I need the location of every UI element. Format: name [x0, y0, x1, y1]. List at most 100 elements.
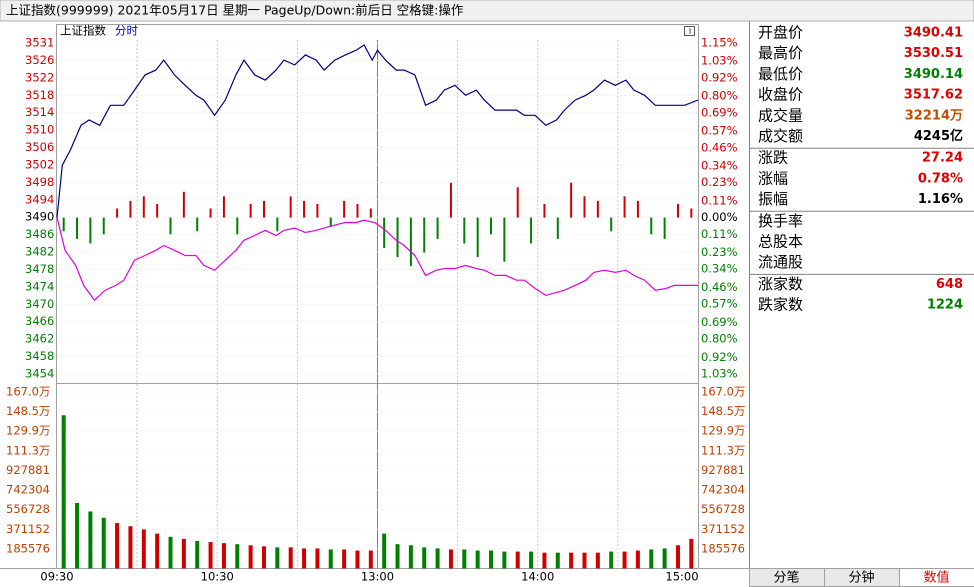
- volume-bar: [622, 551, 627, 569]
- volume-bar: [288, 547, 293, 569]
- volume-bar: [408, 545, 413, 569]
- volume-bar: [662, 548, 667, 569]
- volume-tick-label: 111.3万: [701, 443, 745, 457]
- strength-bar: [383, 217, 386, 248]
- y-tick-label: 3454: [25, 367, 54, 381]
- volume-bar: [569, 552, 574, 569]
- volume-bar: [88, 511, 93, 569]
- y-tick-label: 3531: [25, 36, 54, 50]
- y-tick-label: 3526: [25, 53, 54, 67]
- y2-tick-label: 0.69%: [701, 105, 738, 119]
- strength-bar: [289, 196, 292, 218]
- strength-bar: [676, 203, 679, 218]
- strength-bar: [276, 217, 279, 232]
- volume-bar: [275, 547, 280, 569]
- volume-tick-label: 148.5万: [6, 404, 50, 418]
- y2-tick-label: 0.34%: [701, 262, 738, 276]
- y2-tick-label: 0.23%: [701, 245, 738, 259]
- volume-bar: [435, 548, 440, 569]
- volume-bar: [555, 552, 560, 569]
- volume-bar: [448, 549, 453, 569]
- volume-tick-label: 185576: [701, 541, 745, 555]
- volume-bar: [595, 552, 600, 569]
- strength-bar: [503, 217, 506, 262]
- y2-tick-label: 0.46%: [701, 140, 738, 154]
- strength-bar: [196, 217, 199, 232]
- volume-tick-label: 927881: [6, 463, 50, 477]
- volume-tick-label: 129.9万: [6, 424, 50, 438]
- y2-tick-label: 0.11%: [701, 227, 738, 241]
- strength-bar: [369, 208, 372, 218]
- volume-bar: [609, 551, 614, 569]
- strength-bar: [249, 203, 252, 218]
- quote-label: 开盘价: [758, 24, 803, 42]
- title-bar: [0, 0, 974, 22]
- y-tick-label: 3498: [25, 175, 54, 189]
- price-line: [56, 217, 698, 302]
- strength-bar: [76, 217, 79, 239]
- strength-bar: [570, 182, 573, 218]
- quote-value: 1.16%: [918, 192, 963, 207]
- volume-tick-label: 556728: [6, 502, 50, 516]
- y2-tick-label: 1.03%: [701, 367, 738, 381]
- volume-tick-label: 167.0万: [6, 385, 50, 399]
- strength-bar: [623, 196, 626, 218]
- volume-bar: [261, 546, 266, 569]
- y2-tick-label: 0.92%: [701, 70, 738, 84]
- strength-bar: [262, 200, 265, 218]
- y-tick-label: 3510: [25, 123, 54, 137]
- strength-bar: [436, 217, 439, 239]
- volume-bar: [168, 536, 173, 569]
- volume-bar: [235, 544, 240, 569]
- x-tick-label: 10:30: [201, 570, 234, 584]
- volume-bar: [342, 549, 347, 569]
- volume-bar: [155, 533, 160, 569]
- x-tick-label: 15:00: [665, 570, 698, 584]
- quote-label: 最低价: [758, 65, 803, 83]
- strength-bar: [396, 217, 399, 258]
- y-tick-label: 3502: [25, 157, 54, 171]
- y2-tick-label: 1.03%: [701, 54, 738, 68]
- volume-bar: [208, 542, 213, 569]
- strength-bar: [476, 217, 479, 258]
- volume-bar: [221, 543, 226, 569]
- tab-label: 分笔: [773, 570, 799, 586]
- strength-bar: [222, 196, 225, 218]
- volume-bar: [61, 415, 66, 569]
- price-line: [56, 44, 699, 218]
- volume-bar: [195, 541, 200, 569]
- volume-tick-label: 185576: [6, 541, 50, 555]
- quote-value: 3530.51: [904, 46, 963, 61]
- volume-bar: [181, 538, 186, 569]
- quote-panel: 开盘价 3490.41 最高价 3530.51 最低价 3490.14 收盘价 3517.62…: [749, 24, 974, 587]
- volume-bar: [355, 550, 360, 569]
- x-tick-label: 13:00: [361, 570, 394, 584]
- volume-bar: [141, 529, 146, 569]
- strength-bar: [156, 203, 159, 218]
- y-tick-label: 3490: [25, 210, 54, 224]
- volume-bar: [649, 549, 654, 569]
- quote-value: 648: [936, 277, 963, 292]
- y2-tick-label: 0.57%: [701, 297, 738, 311]
- strength-bar: [89, 217, 92, 244]
- volume-tick-label: 556728: [701, 502, 745, 516]
- volume-bar: [75, 502, 80, 569]
- volume-bar: [582, 552, 587, 569]
- y-tick-label: 3482: [25, 245, 54, 259]
- strength-bar: [530, 217, 533, 244]
- y-tick-label: 3478: [25, 262, 54, 276]
- quote-label: 流通股: [758, 253, 803, 271]
- volume-bar: [675, 545, 680, 569]
- y-tick-label: 3470: [25, 297, 54, 311]
- strength-bar: [329, 217, 332, 227]
- strength-bar: [236, 217, 239, 235]
- volume-bar: [689, 538, 694, 569]
- volume-tick-label: 129.9万: [701, 424, 745, 438]
- volume-bar: [635, 550, 640, 569]
- strength-bar: [182, 191, 185, 218]
- y-tick-label: 3518: [25, 88, 54, 102]
- chart-subtitle[interactable]: 分时: [115, 24, 138, 38]
- strength-bar: [650, 217, 653, 235]
